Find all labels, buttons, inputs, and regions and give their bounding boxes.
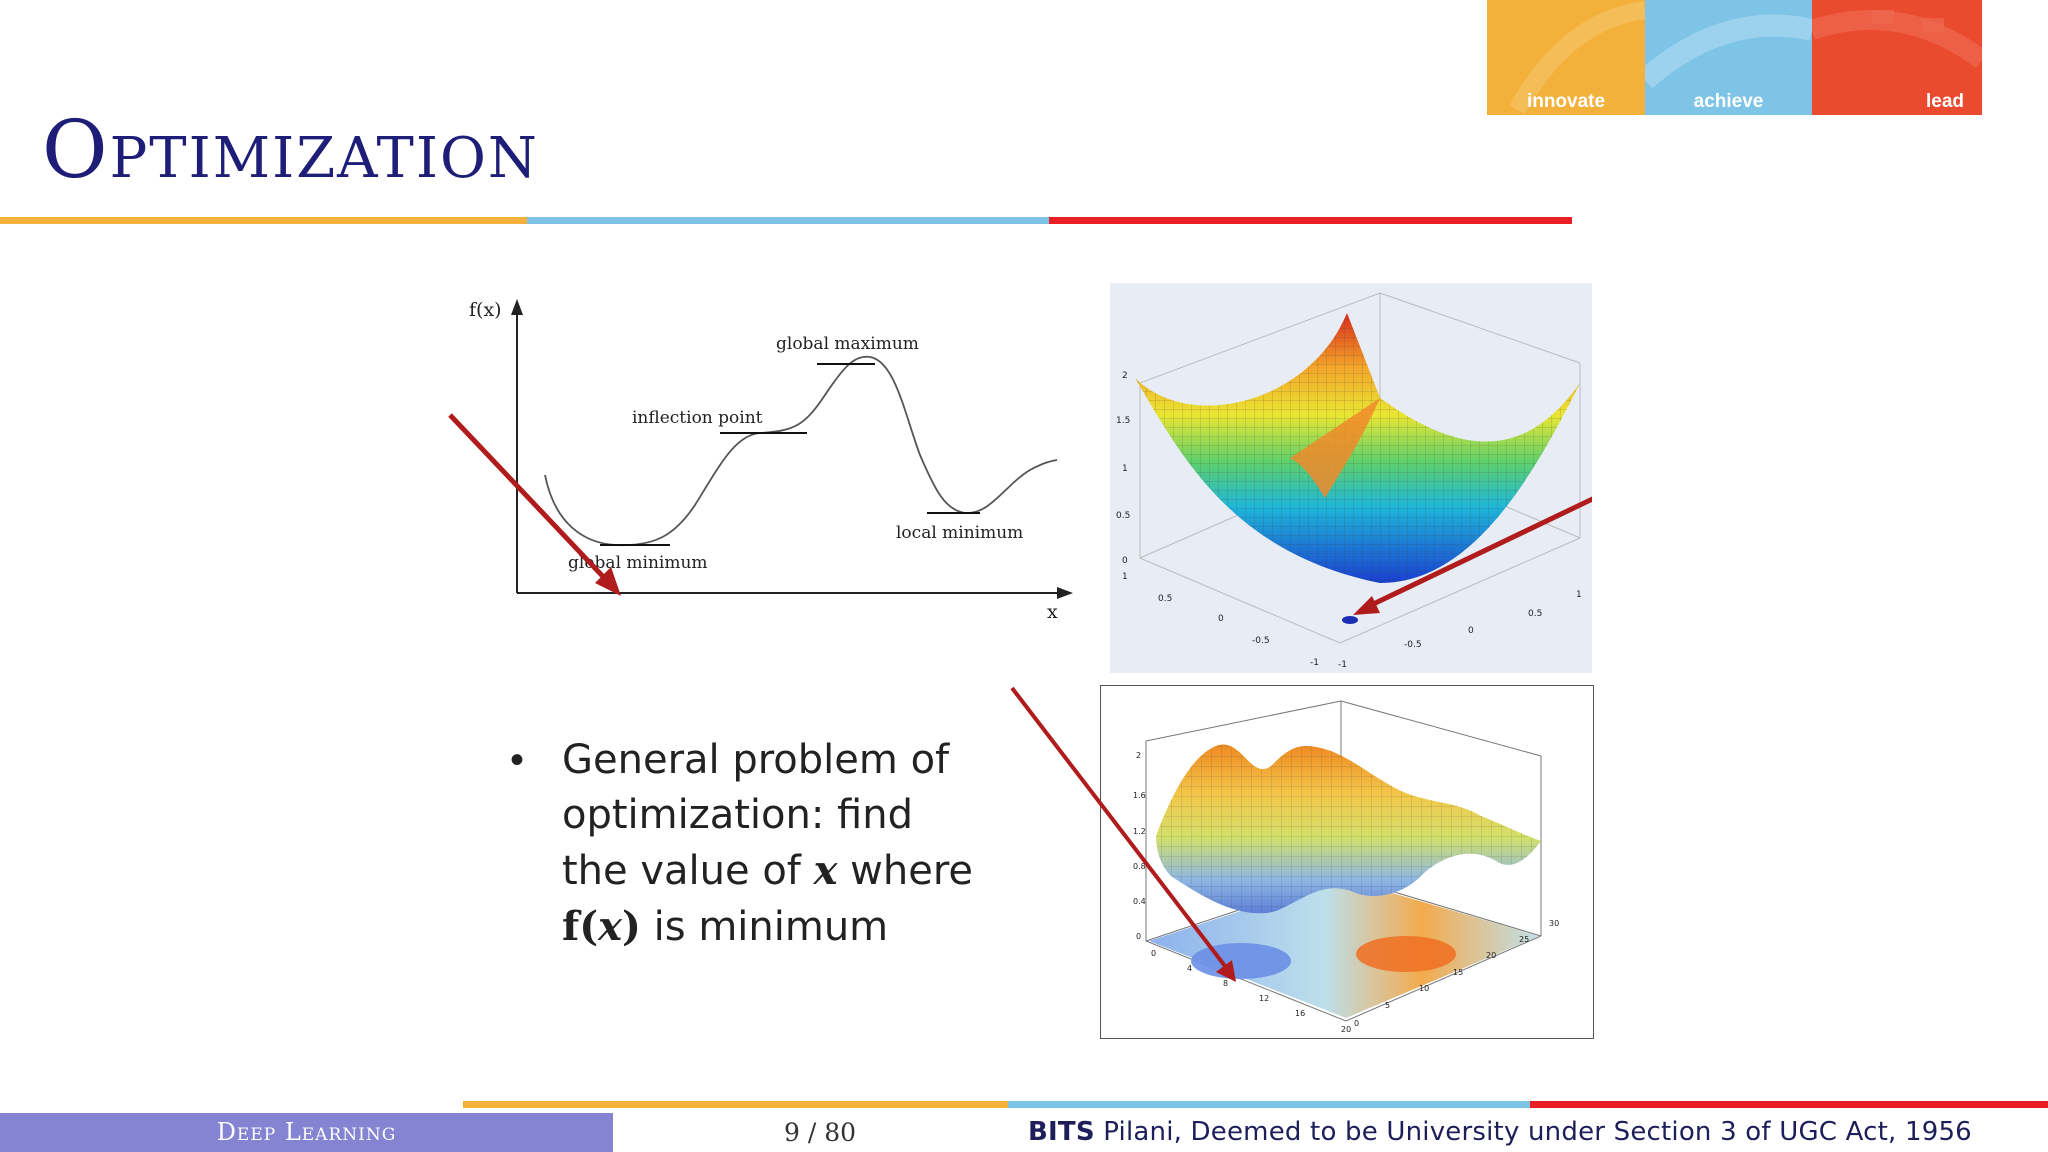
math-variable: x (598, 903, 622, 950)
minimum-point-marker (1342, 616, 1358, 624)
arrowhead-icon (1216, 960, 1236, 982)
bowl-y-tick: 0 (1468, 626, 1474, 636)
bullet-text: General problem of optimization: find th… (562, 733, 1032, 955)
global-minimum-pointer-arrow (448, 413, 613, 587)
rugged-x-tick: 12 (1259, 994, 1269, 1003)
y-axis-label: f(x) (469, 299, 502, 321)
brand-gear-icon (1509, 1, 1645, 115)
bowl-x-tick: 0.5 (1158, 594, 1172, 604)
rugged-y-tick: 30 (1549, 919, 1559, 928)
footer-course: Deep Learning (0, 1113, 613, 1152)
bullet-line-text: is minimum (640, 904, 889, 950)
footer-rule-red (1530, 1101, 2048, 1108)
bullet-line: the value of x where (562, 843, 1032, 899)
bullet-line: General problem of (562, 737, 950, 783)
bowl-mesh (1135, 313, 1580, 583)
rugged-z-tick: 0.8 (1133, 862, 1146, 871)
function-curve (544, 355, 1058, 547)
brand-innovate-block: innovate (1487, 0, 1645, 115)
bowl-y-tick: -1 (1338, 660, 1347, 670)
rugged-minimum-pointer-arrow (1010, 686, 1230, 972)
rugged-z-tick: 2 (1136, 751, 1141, 760)
bowl-y-tick: -0.5 (1404, 640, 1422, 650)
y-axis-arrow-icon (511, 299, 523, 315)
brand-innovate-label: innovate (1526, 91, 1606, 112)
contour-floor (1149, 878, 1539, 1018)
bowl-x-tick: 1 (1122, 572, 1128, 582)
rugged-y-tick: 5 (1385, 1001, 1390, 1010)
bowl-y-tick: 1 (1576, 590, 1582, 600)
bowl-surface-figure: 2 1.5 1 0.5 0 1 0.5 0 -0.5 -1 -1 -0.5 0 … (1110, 283, 1607, 673)
bullet-line: optimization: find (562, 792, 913, 838)
bowl-front-peak (1290, 398, 1380, 498)
bowl-z-tick: 0 (1122, 556, 1128, 566)
title-rule-blue (527, 217, 1049, 224)
brand-achieve-block: achieve (1645, 0, 1812, 115)
institution-name: BITS (1028, 1117, 1095, 1147)
rugged-y-tick: 15 (1453, 968, 1463, 977)
global-minimum-label: global minimum (568, 553, 708, 573)
bowl-surface-plot: 2 1.5 1 0.5 0 1 0.5 0 -0.5 -1 -1 -0.5 0 … (1116, 292, 1607, 670)
rugged-y-tick: 20 (1486, 951, 1496, 960)
bullet-marker: • (510, 738, 525, 782)
bowl-x-tick: 0 (1218, 614, 1224, 624)
inflection-point-label: inflection point (632, 408, 763, 428)
page-number: 9 / 80 (783, 1118, 857, 1147)
rugged-x-tick: 16 (1295, 1009, 1305, 1018)
math-function-close: ) (622, 903, 641, 950)
rugged-x-tick: 0 (1151, 949, 1156, 958)
brand-gear-teeth-icon (1812, 10, 1982, 69)
bowl-z-tick: 1 (1122, 464, 1128, 474)
bowl-x-tick: -0.5 (1252, 636, 1270, 646)
brand-arc-icon (1645, 14, 1812, 89)
rugged-z-tick: 1.6 (1133, 791, 1146, 800)
floor-high-region (1356, 936, 1456, 972)
brand-logo: innovate achieve lead (1487, 0, 1982, 115)
rugged-surface-plot: 2 1.6 1.2 0.8 0.4 0 0 4 8 12 16 20 0 5 1… (1133, 700, 1559, 1034)
rugged-z-tick: 0.4 (1133, 897, 1146, 906)
bowl-x-tick: -1 (1310, 658, 1319, 668)
math-variable: x (813, 847, 838, 894)
footer-rule-blue (1008, 1101, 1530, 1108)
curve-figure: f(x) x global maximum inflection point l… (448, 299, 1073, 623)
bullet-line: f(x) is minimum (562, 899, 1032, 955)
bullet-line-text: where (837, 848, 974, 894)
brand-lead-label: lead (1925, 91, 1964, 112)
rugged-x-tick: 20 (1341, 1025, 1351, 1034)
global-maximum-label: global maximum (776, 334, 919, 354)
rugged-x-tick: 4 (1187, 964, 1192, 973)
rugged-surface-figure: 2 1.6 1.2 0.8 0.4 0 0 4 8 12 16 20 0 5 1… (1100, 685, 1594, 1039)
arrowhead-icon (595, 567, 621, 596)
rugged-z-tick: 1.2 (1133, 827, 1146, 836)
math-function: f( (562, 903, 599, 950)
rugged-mesh (1156, 744, 1541, 914)
arrowhead-icon (1353, 596, 1380, 615)
bowl-y-tick: 0.5 (1528, 609, 1542, 619)
rugged-minimum-pointer (1010, 686, 1236, 982)
x-axis-label: x (1047, 601, 1058, 623)
footer-rule-gold (463, 1101, 1008, 1108)
rugged-y-tick: 25 (1519, 935, 1529, 944)
title-rule-red (1049, 217, 1572, 224)
bowl-z-tick: 2 (1122, 371, 1128, 381)
rugged-y-tick: 0 (1354, 1019, 1359, 1028)
local-minimum-label: local minimum (896, 523, 1023, 543)
bowl-minimum-pointer-arrow (1363, 490, 1607, 611)
brand-achieve-label: achieve (1693, 91, 1764, 112)
rugged-z-tick: 0 (1136, 932, 1141, 941)
institution-detail: Pilani, Deemed to be University under Se… (1094, 1117, 1972, 1147)
rugged-y-tick: 10 (1419, 984, 1429, 993)
brand-lead-block: lead (1812, 0, 1982, 115)
slide-title: Optimization (42, 103, 539, 196)
bowl-z-tick: 0.5 (1116, 511, 1130, 521)
footer-institution: BITS Pilani, Deemed to be University und… (1028, 1113, 1972, 1152)
rugged-x-tick: 8 (1223, 979, 1228, 988)
bullet-line-text: the value of (562, 848, 814, 894)
x-axis-arrow-icon (1057, 587, 1073, 599)
bowl-z-tick: 1.5 (1116, 416, 1130, 426)
title-rule-gold (0, 217, 527, 224)
